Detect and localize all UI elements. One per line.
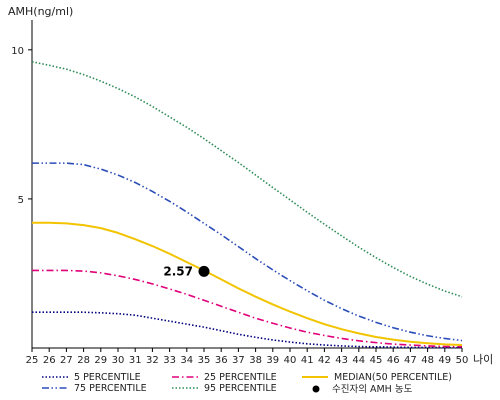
legend-label: 25 PERCENTILE <box>204 372 277 383</box>
y-tick-label: 5 <box>18 195 24 206</box>
x-tick-label: 25 <box>26 355 39 366</box>
x-tick-label: 39 <box>266 355 279 366</box>
legend-label: MEDIAN(50 PERCENTILE) <box>334 372 452 383</box>
amh-point <box>198 265 210 277</box>
x-tick-label: 38 <box>249 355 262 366</box>
x-tick-label: 40 <box>284 355 297 366</box>
x-tick-label: 41 <box>301 355 314 366</box>
series-line <box>32 311 462 349</box>
y-tick-label: 10 <box>11 46 24 57</box>
x-tick-label: 42 <box>318 355 331 366</box>
legend-point-marker <box>312 385 320 393</box>
x-tick-label: 47 <box>404 355 417 366</box>
series-line <box>32 162 463 342</box>
x-tick-label: 44 <box>352 355 365 366</box>
x-tick-label: 50 <box>456 355 469 366</box>
x-tick-label: 26 <box>43 355 56 366</box>
x-tick-label: 31 <box>129 355 142 366</box>
x-tick-label: 49 <box>438 355 451 366</box>
amh-point-label: 2.57 <box>163 264 193 278</box>
x-tick-label: 34 <box>180 355 193 366</box>
legend: 5 PERCENTILE 25 PERCENTILE MEDIAN(50 PERCE… <box>42 372 452 395</box>
x-tick-label: 32 <box>146 355 159 366</box>
x-tick-label: 29 <box>94 355 107 366</box>
x-tick-label: 33 <box>163 355 176 366</box>
x-tick-label: 30 <box>112 355 125 366</box>
x-tick-label: 28 <box>77 355 90 366</box>
legend-label: 수진자의 AMH 농도 <box>332 384 413 395</box>
axes: 5 10 25 26 27 28 29 30 31 32 33 34 35 36 37 38 39 40 41 42 4… <box>11 20 468 366</box>
y-axis-title: AMH(ng/ml) <box>8 5 73 18</box>
x-tick-label: 37 <box>232 355 245 366</box>
x-axis-title: 나이 <box>473 353 493 366</box>
series-line <box>31 60 463 298</box>
series-line <box>32 221 463 347</box>
points-layer: 2.57 <box>163 264 210 278</box>
series-layer <box>31 60 463 349</box>
x-tick-label: 45 <box>370 355 383 366</box>
x-tick-label: 27 <box>60 355 73 366</box>
x-tick-label: 35 <box>198 355 211 366</box>
x-tick-label: 43 <box>335 355 348 366</box>
series-line <box>32 269 463 348</box>
legend-label: 75 PERCENTILE <box>74 383 147 394</box>
x-tick-label: 46 <box>387 355 400 366</box>
legend-label: 5 PERCENTILE <box>74 372 141 383</box>
legend-label: 95 PERCENTILE <box>204 383 277 394</box>
x-tick-label: 48 <box>421 355 434 366</box>
x-tick-label: 36 <box>215 355 228 366</box>
